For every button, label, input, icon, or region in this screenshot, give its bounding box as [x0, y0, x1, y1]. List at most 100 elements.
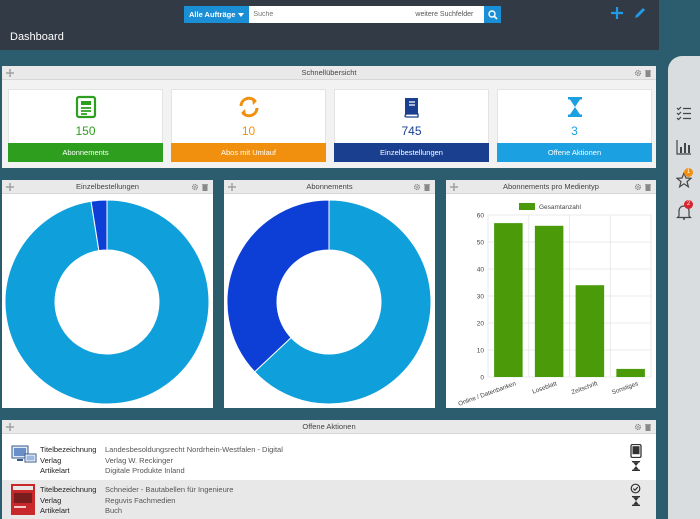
stat-label: Einzelbestellungen: [334, 143, 489, 162]
donut-slice[interactable]: [90, 199, 108, 252]
title-value: Schneider - Bautabellen für Ingenieure: [105, 485, 234, 494]
panel-header: Abonnements pro Medientyp: [446, 180, 656, 194]
media-type-bar-chart: Gesamtanzahl 0 10 20 30 40 50 60 Online / Datenb…: [457, 203, 652, 408]
bar-chart-icon[interactable]: [676, 139, 692, 155]
publisher-value: Verlag W. Reckinger: [105, 456, 173, 465]
move-icon[interactable]: [6, 183, 14, 191]
refresh-icon: [239, 96, 258, 118]
type-key: Artikelart: [40, 466, 70, 475]
x-tick-label: Loseblatt: [531, 380, 558, 395]
search-scope-dropdown[interactable]: Alle Aufträge: [184, 6, 250, 23]
right-rail: 1 2: [668, 56, 700, 519]
title-value: Landesbesoldungsrecht Nordrhein-Westfale…: [105, 445, 283, 454]
single-orders-donut-chart: [4, 199, 210, 405]
newspaper-icon: [75, 95, 96, 119]
settings-icon[interactable]: [191, 183, 199, 191]
publisher-key: Verlag: [40, 496, 62, 505]
x-tick-label: Online / Datenbanken: [457, 380, 517, 408]
trash-icon[interactable]: [644, 69, 652, 77]
x-tick-label: Sonstiges: [611, 380, 639, 396]
bar[interactable]: [575, 285, 605, 377]
top-header: Alle Aufträge weitere Suchfelder Dashboa…: [0, 0, 659, 50]
subscriptions-panel: Abonnements: [224, 180, 435, 408]
stat-label: Abos mit Umlauf: [171, 143, 326, 162]
search-icon: [488, 9, 498, 20]
trash-icon[interactable]: [423, 183, 431, 191]
move-icon[interactable]: [450, 183, 458, 191]
caret-down-icon: [238, 12, 245, 17]
donut-slice[interactable]: [253, 199, 432, 405]
legend-label: Gesamtanzahl: [539, 204, 581, 211]
donut-slice[interactable]: [226, 199, 330, 373]
title-key: Titelbezeichnung: [40, 445, 97, 454]
trash-icon[interactable]: [201, 183, 209, 191]
more-search-fields-link[interactable]: weitere Suchfelder: [415, 11, 474, 18]
move-icon[interactable]: [6, 423, 14, 431]
title-key: Titelbezeichnung: [40, 485, 97, 494]
bar[interactable]: [494, 223, 523, 377]
media-type-panel: Abonnements pro Medientyp Gesamtanzahl 0 1…: [446, 180, 656, 408]
check-circle-icon[interactable]: [630, 483, 641, 494]
move-icon[interactable]: [228, 183, 236, 191]
trash-icon[interactable]: [644, 183, 652, 191]
add-icon[interactable]: [609, 5, 625, 21]
settings-icon[interactable]: [634, 183, 642, 191]
type-value: Digitale Produkte Inland: [105, 466, 185, 475]
stat-card-single-orders[interactable]: 745 Einzelbestellungen: [334, 89, 489, 162]
legend-swatch: [519, 203, 535, 210]
panel-header: Abonnements: [224, 180, 435, 194]
search-button[interactable]: [484, 6, 502, 23]
action-row[interactable]: Titelbezeichnung Landesbesoldungsrecht N…: [2, 440, 656, 479]
panel-header: Schnellübersicht: [2, 66, 656, 80]
bar[interactable]: [616, 368, 645, 377]
panel-title: Einzelbestellungen: [76, 182, 139, 191]
y-tick-label: 10: [477, 348, 485, 355]
book-icon: [403, 98, 419, 118]
trash-icon[interactable]: [644, 423, 652, 431]
settings-icon[interactable]: [634, 423, 642, 431]
stat-label: Offene Aktionen: [497, 143, 652, 162]
stat-card-subscriptions[interactable]: 150 Abonnements: [8, 89, 163, 162]
panel-title: Abonnements: [306, 182, 353, 191]
publisher-key: Verlag: [40, 456, 62, 465]
panel-header: Offene Aktionen: [2, 420, 656, 434]
x-tick-label: Zeitschrift: [571, 380, 599, 396]
search-bar: Alle Aufträge weitere Suchfelder: [184, 6, 502, 23]
y-tick-label: 40: [477, 267, 485, 274]
y-tick-label: 0: [480, 375, 484, 382]
stat-card-open-actions[interactable]: 3 Offene Aktionen: [497, 89, 652, 162]
favorites-badge: 1: [684, 168, 693, 177]
hourglass-icon: [567, 97, 582, 117]
donut-slice[interactable]: [4, 199, 210, 405]
settings-icon[interactable]: [634, 69, 642, 77]
y-tick-label: 20: [477, 321, 485, 328]
stat-value: 150: [75, 124, 96, 138]
bar[interactable]: [534, 225, 564, 377]
stat-value: 10: [241, 124, 256, 138]
settings-icon[interactable]: [413, 183, 421, 191]
type-key: Artikelart: [40, 506, 70, 515]
stat-label: Abonnements: [8, 143, 163, 162]
checklist-icon[interactable]: [676, 105, 692, 121]
hourglass-icon[interactable]: [631, 461, 641, 471]
alerts-badge: 2: [684, 200, 693, 209]
subscriptions-donut-chart: [226, 199, 432, 405]
search-scope-label: Alle Aufträge: [189, 10, 236, 19]
digital-product-thumbnail: [11, 445, 37, 463]
star-icon[interactable]: [676, 172, 692, 188]
stat-card-circulation[interactable]: 10 Abos mit Umlauf: [171, 89, 326, 162]
single-orders-panel: Einzelbestellungen: [2, 180, 213, 408]
panel-title: Abonnements pro Medientyp: [503, 182, 599, 191]
tablet-icon[interactable]: [629, 444, 643, 458]
move-icon[interactable]: [6, 69, 14, 77]
search-input[interactable]: [249, 6, 485, 23]
hourglass-icon[interactable]: [631, 496, 641, 506]
stat-value: 745: [401, 124, 422, 138]
book-cover-thumbnail: [11, 484, 35, 515]
page-title: Dashboard: [10, 31, 64, 43]
edit-icon[interactable]: [632, 5, 648, 21]
panel-title: Offene Aktionen: [302, 422, 356, 431]
publisher-value: Reguvis Fachmedien: [105, 496, 176, 505]
action-row[interactable]: Titelbezeichnung Schneider - Bautabellen…: [2, 480, 656, 519]
panel-header: Einzelbestellungen: [2, 180, 213, 194]
